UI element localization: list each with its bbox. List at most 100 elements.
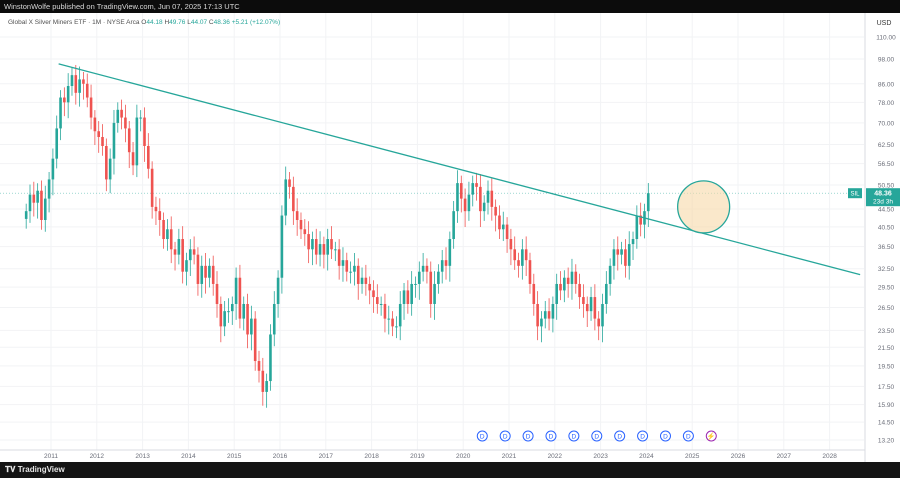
candle-body[interactable] <box>635 215 639 240</box>
candle-body[interactable] <box>192 249 196 255</box>
dividend-marker-icon[interactable] <box>545 430 557 442</box>
candle-body[interactable] <box>356 265 360 284</box>
candle-body[interactable] <box>406 290 410 304</box>
candle-body[interactable] <box>173 249 177 255</box>
candle-body[interactable] <box>280 215 284 278</box>
candle-body[interactable] <box>501 224 505 230</box>
candle-body[interactable] <box>112 122 116 159</box>
candle-body[interactable] <box>295 211 299 221</box>
candle-body[interactable] <box>196 254 200 284</box>
candle-body[interactable] <box>353 265 356 272</box>
breakout-highlight-circle[interactable] <box>677 180 731 234</box>
candle-body[interactable] <box>85 83 89 98</box>
candle-body[interactable] <box>93 117 97 132</box>
candle-body[interactable] <box>486 190 490 203</box>
candle-body[interactable] <box>437 271 440 284</box>
candle-body[interactable] <box>189 249 192 261</box>
candle-body[interactable] <box>490 190 494 207</box>
candle-body[interactable] <box>63 97 66 103</box>
dividend-marker-icon[interactable] <box>637 430 649 442</box>
candle-body[interactable] <box>364 277 368 284</box>
candle-body[interactable] <box>116 109 120 123</box>
candle-body[interactable] <box>376 297 379 304</box>
candle-body[interactable] <box>219 303 223 327</box>
candle-body[interactable] <box>181 239 184 272</box>
candle-body[interactable] <box>547 311 551 319</box>
candle-body[interactable] <box>169 229 173 250</box>
candle-body[interactable] <box>158 211 162 221</box>
candle-body[interactable] <box>456 183 459 212</box>
candle-body[interactable] <box>288 179 291 187</box>
earnings-flash-icon[interactable] <box>705 430 717 442</box>
candle-body[interactable] <box>414 283 417 285</box>
candle-body[interactable] <box>570 271 574 284</box>
candle-body[interactable] <box>528 260 532 284</box>
candle-body[interactable] <box>627 244 631 266</box>
candle-body[interactable] <box>97 131 100 137</box>
candle-body[interactable] <box>154 206 158 212</box>
candle-body[interactable] <box>543 311 547 319</box>
candle-body[interactable] <box>223 311 226 327</box>
candle-body[interactable] <box>360 277 364 284</box>
candle-body[interactable] <box>459 183 463 199</box>
candle-body[interactable] <box>585 303 589 312</box>
candle-body[interactable] <box>471 183 475 195</box>
candle-body[interactable] <box>444 260 448 266</box>
candle-body[interactable] <box>204 265 207 278</box>
candle-body[interactable] <box>509 239 513 250</box>
candle-body[interactable] <box>120 109 123 118</box>
candle-body[interactable] <box>215 283 219 304</box>
candle-body[interactable] <box>292 186 295 212</box>
candle-body[interactable] <box>147 145 150 169</box>
candle-body[interactable] <box>341 260 345 266</box>
candle-body[interactable] <box>272 303 276 335</box>
candle-body[interactable] <box>208 265 211 278</box>
candle-body[interactable] <box>559 283 562 291</box>
candle-body[interactable] <box>532 283 536 304</box>
dividend-marker-icon[interactable] <box>591 430 603 442</box>
candle-body[interactable] <box>551 303 555 319</box>
candle-body[interactable] <box>74 75 78 93</box>
dividend-marker-icon[interactable] <box>476 430 488 442</box>
candle-body[interactable] <box>647 193 650 212</box>
candle-body[interactable] <box>307 234 310 250</box>
candle-body[interactable] <box>246 303 249 335</box>
candle-body[interactable] <box>322 244 326 255</box>
candle-body[interactable] <box>605 283 608 304</box>
candle-body[interactable] <box>563 277 566 291</box>
candle-body[interactable] <box>230 303 234 312</box>
candle-body[interactable] <box>616 249 620 255</box>
candle-body[interactable] <box>82 79 85 84</box>
candle-body[interactable] <box>70 75 74 87</box>
candle-body[interactable] <box>51 158 55 180</box>
candle-body[interactable] <box>536 303 539 327</box>
dividend-marker-icon[interactable] <box>568 430 580 442</box>
candle-body[interactable] <box>612 249 616 266</box>
candle-body[interactable] <box>452 211 455 240</box>
candle-body[interactable] <box>601 303 604 327</box>
candle-body[interactable] <box>105 145 108 180</box>
chart-panel[interactable]: 110.00 98.00 86.00 78.00 70.00 62.50 56.50 50.5… <box>0 13 900 462</box>
price-chart[interactable]: 110.00 98.00 86.00 78.00 70.00 62.50 56.50 50.5… <box>0 13 900 462</box>
candle-body[interactable] <box>135 117 139 166</box>
candle-body[interactable] <box>395 326 398 328</box>
resistance-trendline[interactable] <box>58 63 861 276</box>
candle-body[interactable] <box>55 128 59 159</box>
candle-body[interactable] <box>108 158 112 180</box>
candle-body[interactable] <box>555 283 558 304</box>
candle-body[interactable] <box>330 239 333 250</box>
candle-body[interactable] <box>383 303 387 319</box>
candle-body[interactable] <box>334 249 337 251</box>
candle-body[interactable] <box>261 370 265 392</box>
candle-body[interactable] <box>127 128 131 153</box>
candle-body[interactable] <box>624 249 627 266</box>
candle-body[interactable] <box>162 220 165 240</box>
candle-body[interactable] <box>311 239 314 250</box>
candle-body[interactable] <box>131 152 135 166</box>
candle-body[interactable] <box>66 86 70 103</box>
candle-body[interactable] <box>574 271 578 284</box>
candle-body[interactable] <box>177 239 181 255</box>
candle-body[interactable] <box>639 215 642 225</box>
candle-body[interactable] <box>234 277 238 304</box>
candle-body[interactable] <box>494 206 497 216</box>
